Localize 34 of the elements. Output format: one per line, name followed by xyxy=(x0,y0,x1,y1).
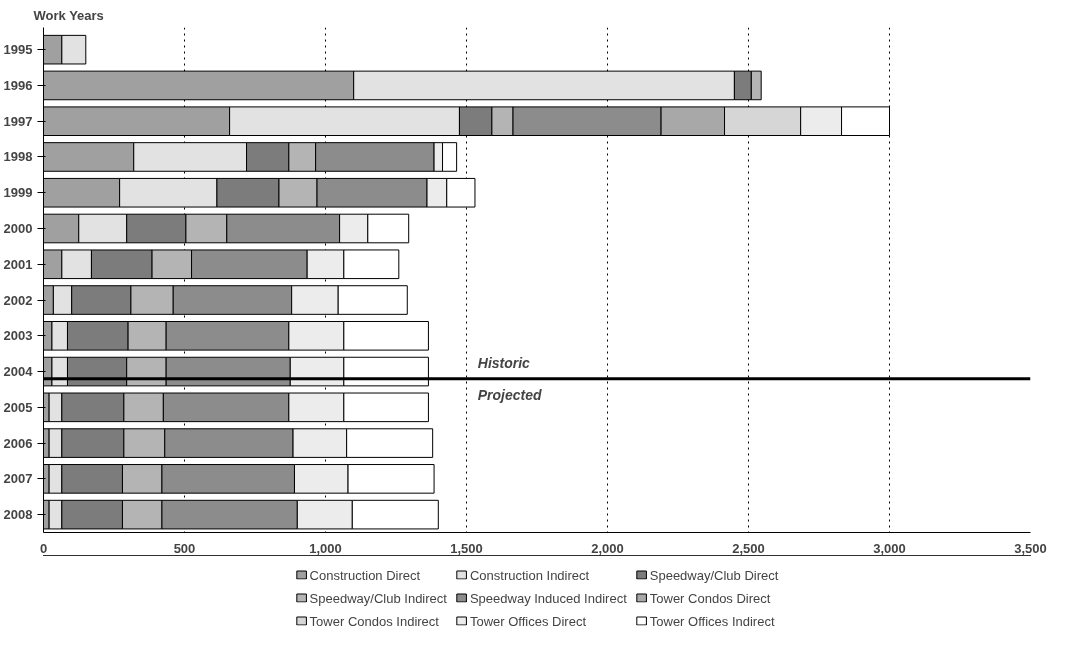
annotation: Projected xyxy=(477,386,543,403)
y-tick-label: 2003 xyxy=(3,328,33,344)
y-tick-label: 2002 xyxy=(3,292,33,308)
x-tick-label: 3,000 xyxy=(873,540,906,556)
legend-label: Tower Condos Direct xyxy=(649,590,771,605)
x-tick-label: 1,500 xyxy=(450,540,483,556)
x-tick-label: 1,000 xyxy=(309,540,342,556)
y-axis-title: Work Years xyxy=(33,7,104,23)
legend-label: Tower Condos Indirect xyxy=(309,613,439,628)
legend-label: Tower Offices Direct xyxy=(469,613,587,628)
legend-label: Tower Offices Indirect xyxy=(649,613,775,628)
y-tick-label: 2008 xyxy=(3,507,33,523)
x-tick-label: 0 xyxy=(39,540,48,556)
y-tick-label: 2001 xyxy=(3,256,33,272)
y-tick-label: 2000 xyxy=(3,221,33,236)
y-tick-label: 1997 xyxy=(3,113,33,129)
x-tick-label: 2,500 xyxy=(732,540,765,556)
y-tick-label: 2005 xyxy=(3,399,33,415)
y-tick-label: 1999 xyxy=(3,185,33,201)
legend-label: Speedway/Club Direct xyxy=(649,567,779,582)
legend-label: Speedway Induced Indirect xyxy=(469,590,627,605)
y-tick-label: 2004 xyxy=(3,364,34,380)
y-tick-label: 2006 xyxy=(3,435,33,451)
x-tick-label: 500 xyxy=(173,540,196,556)
x-tick-label: 2,000 xyxy=(591,540,624,556)
legend-label: Construction Direct xyxy=(309,567,421,582)
y-tick-label: 1995 xyxy=(3,42,33,58)
y-tick-label: 1998 xyxy=(3,149,33,165)
y-tick-label: 1996 xyxy=(3,77,33,93)
y-tick-label: 2007 xyxy=(3,471,33,487)
legend-label: Construction Indirect xyxy=(469,567,590,582)
annotation: Historic xyxy=(477,354,531,371)
legend-label: Speedway/Club Indirect xyxy=(309,590,447,605)
x-tick-label: 3,500 xyxy=(1014,540,1047,556)
